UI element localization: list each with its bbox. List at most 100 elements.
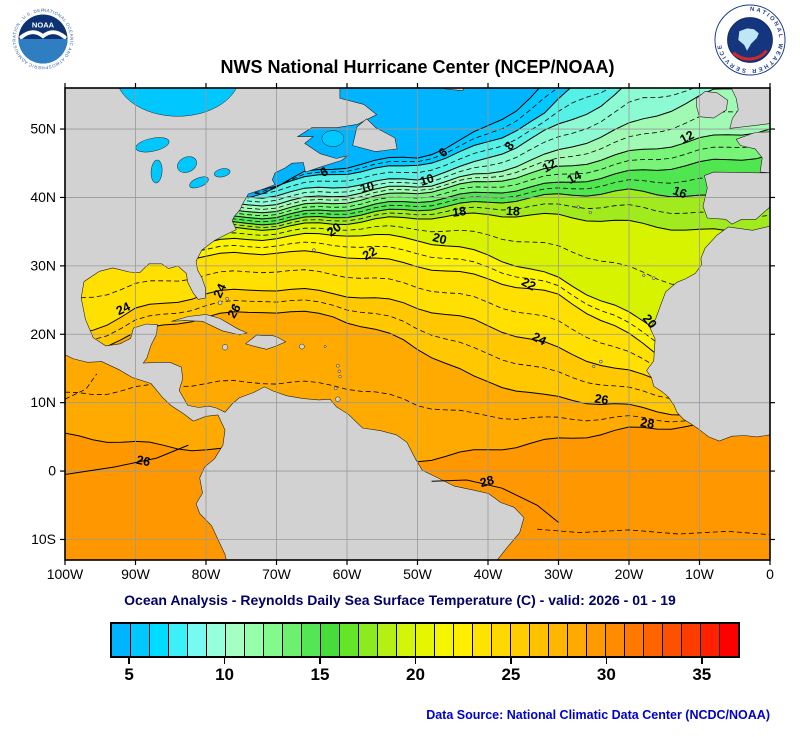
contour-label: 10 bbox=[359, 179, 376, 196]
contour-label: 14 bbox=[565, 168, 584, 187]
contour-label: 12 bbox=[540, 156, 559, 175]
landmass-newfoundland bbox=[352, 118, 398, 152]
analysis-subtitle: Ocean Analysis - Reynolds Daily Sea Surf… bbox=[124, 592, 676, 608]
colorbar-cell bbox=[188, 624, 207, 656]
landmass-hispaniola bbox=[244, 334, 287, 350]
colorbar-tick-label: 30 bbox=[596, 665, 616, 684]
island-dot bbox=[312, 248, 316, 252]
colorbar-cell bbox=[587, 624, 606, 656]
colorbar-cell bbox=[302, 624, 321, 656]
lon-axis-label: 90W bbox=[121, 566, 151, 582]
colorbar-cell bbox=[606, 624, 625, 656]
latlon-grid bbox=[65, 88, 770, 560]
contour-label: 12 bbox=[678, 128, 697, 147]
colorbar-cell bbox=[530, 624, 549, 656]
lon-axis-label: 100W bbox=[47, 566, 84, 582]
colorbar-cell bbox=[454, 624, 473, 656]
lake bbox=[150, 159, 163, 184]
colorbar-cell bbox=[701, 624, 720, 656]
lon-axis-label: 50W bbox=[403, 566, 433, 582]
contour-label: 28 bbox=[639, 415, 655, 431]
colorbar-tick-mark bbox=[414, 658, 417, 664]
contour-label: 20 bbox=[431, 230, 448, 247]
island-dot bbox=[642, 273, 646, 277]
colorbar-cell bbox=[682, 624, 701, 656]
noaa-emblem-icon: NATIONAL OCEANIC AND ATMOSPHERIC ADMINIS… bbox=[8, 2, 76, 72]
colorbar-cell bbox=[340, 624, 359, 656]
colorbar-cell bbox=[283, 624, 302, 656]
contour-label: 18 bbox=[506, 204, 521, 219]
contour-label: 16 bbox=[671, 183, 689, 201]
colorbar-tick-mark bbox=[701, 658, 703, 664]
contour-label: 20 bbox=[324, 220, 343, 239]
island-dot bbox=[592, 364, 596, 368]
lat-axis-label: 50N bbox=[30, 121, 56, 137]
island-dot bbox=[217, 300, 223, 306]
colorbar-cell bbox=[511, 624, 530, 656]
lon-axis-label: 80W bbox=[192, 566, 222, 582]
contour-label: 18 bbox=[451, 204, 467, 220]
colorbar-tick-marks bbox=[110, 658, 740, 664]
lake bbox=[214, 168, 231, 178]
contour-label: 26 bbox=[135, 453, 152, 470]
lat-axis-label: 30N bbox=[30, 257, 56, 273]
colorbar-tick-label: 15 bbox=[310, 665, 330, 684]
lon-axis-label: 40W bbox=[474, 566, 504, 582]
nws-emblem-icon: NATIONAL WEATHER SERVICE bbox=[714, 4, 786, 76]
colorbar-tick-mark bbox=[128, 658, 130, 664]
island-dot bbox=[231, 303, 236, 308]
colorbar-tick-label: 10 bbox=[215, 665, 234, 684]
contour-label: 10 bbox=[418, 171, 436, 189]
lat-axis-label: 10S bbox=[31, 531, 56, 547]
noaa-logo: NATIONAL OCEANIC AND ATMOSPHERIC ADMINIS… bbox=[8, 2, 76, 77]
island-dot bbox=[336, 363, 340, 368]
colorbar-cell bbox=[416, 624, 435, 656]
landmass-ireland bbox=[696, 91, 729, 119]
colorbar-cell bbox=[169, 624, 188, 656]
page-title: NWS National Hurricane Center (NCEP/NOAA… bbox=[220, 57, 615, 77]
lon-axis-label: 60W bbox=[333, 566, 363, 582]
contour-label: 22 bbox=[519, 275, 538, 294]
island-dot bbox=[299, 343, 305, 350]
nws-logo: NATIONAL WEATHER SERVICE bbox=[714, 4, 786, 81]
island-dot bbox=[225, 296, 229, 301]
lake bbox=[189, 176, 209, 189]
colorbar-tick-mark bbox=[223, 658, 226, 664]
colorbar-cell bbox=[321, 624, 340, 656]
colorbar-cell bbox=[663, 624, 682, 656]
island-dot bbox=[337, 369, 341, 373]
colorbar-cell bbox=[226, 624, 245, 656]
landmass-americas bbox=[65, 88, 525, 560]
colorbar-cell bbox=[625, 624, 644, 656]
colorbar-cell bbox=[264, 624, 283, 656]
lon-axis-label: 10W bbox=[685, 566, 715, 582]
colorbar-cell bbox=[549, 624, 568, 656]
landmass-cuba bbox=[171, 314, 248, 336]
noaa-label: NOAA bbox=[32, 21, 55, 30]
lake bbox=[118, 88, 237, 117]
lat-axis-label: 0 bbox=[48, 463, 56, 479]
lon-axis-label: 20W bbox=[615, 566, 645, 582]
lon-axis-label: 70W bbox=[262, 566, 292, 582]
colorbar-tick-label: 35 bbox=[692, 665, 712, 684]
colorbar-tick-mark bbox=[510, 658, 512, 664]
contour-label: 22 bbox=[360, 244, 379, 263]
lake bbox=[177, 156, 197, 173]
island-dot bbox=[599, 359, 603, 364]
island-dot bbox=[333, 386, 338, 391]
colorbar-cell bbox=[359, 624, 378, 656]
contour-label: 24 bbox=[114, 299, 133, 318]
colorbar-cell bbox=[131, 624, 150, 656]
colorbar-tick-mark bbox=[605, 658, 608, 664]
lat-axis-label: 20N bbox=[30, 326, 56, 342]
colorbar-cell bbox=[397, 624, 416, 656]
contour-label: 24 bbox=[530, 330, 549, 349]
landmass-iberia bbox=[702, 171, 770, 225]
contour-label: 26 bbox=[593, 391, 609, 407]
lon-axis-label: 0 bbox=[766, 566, 774, 582]
colorbar-cell bbox=[207, 624, 226, 656]
us-map-icon bbox=[738, 28, 759, 51]
